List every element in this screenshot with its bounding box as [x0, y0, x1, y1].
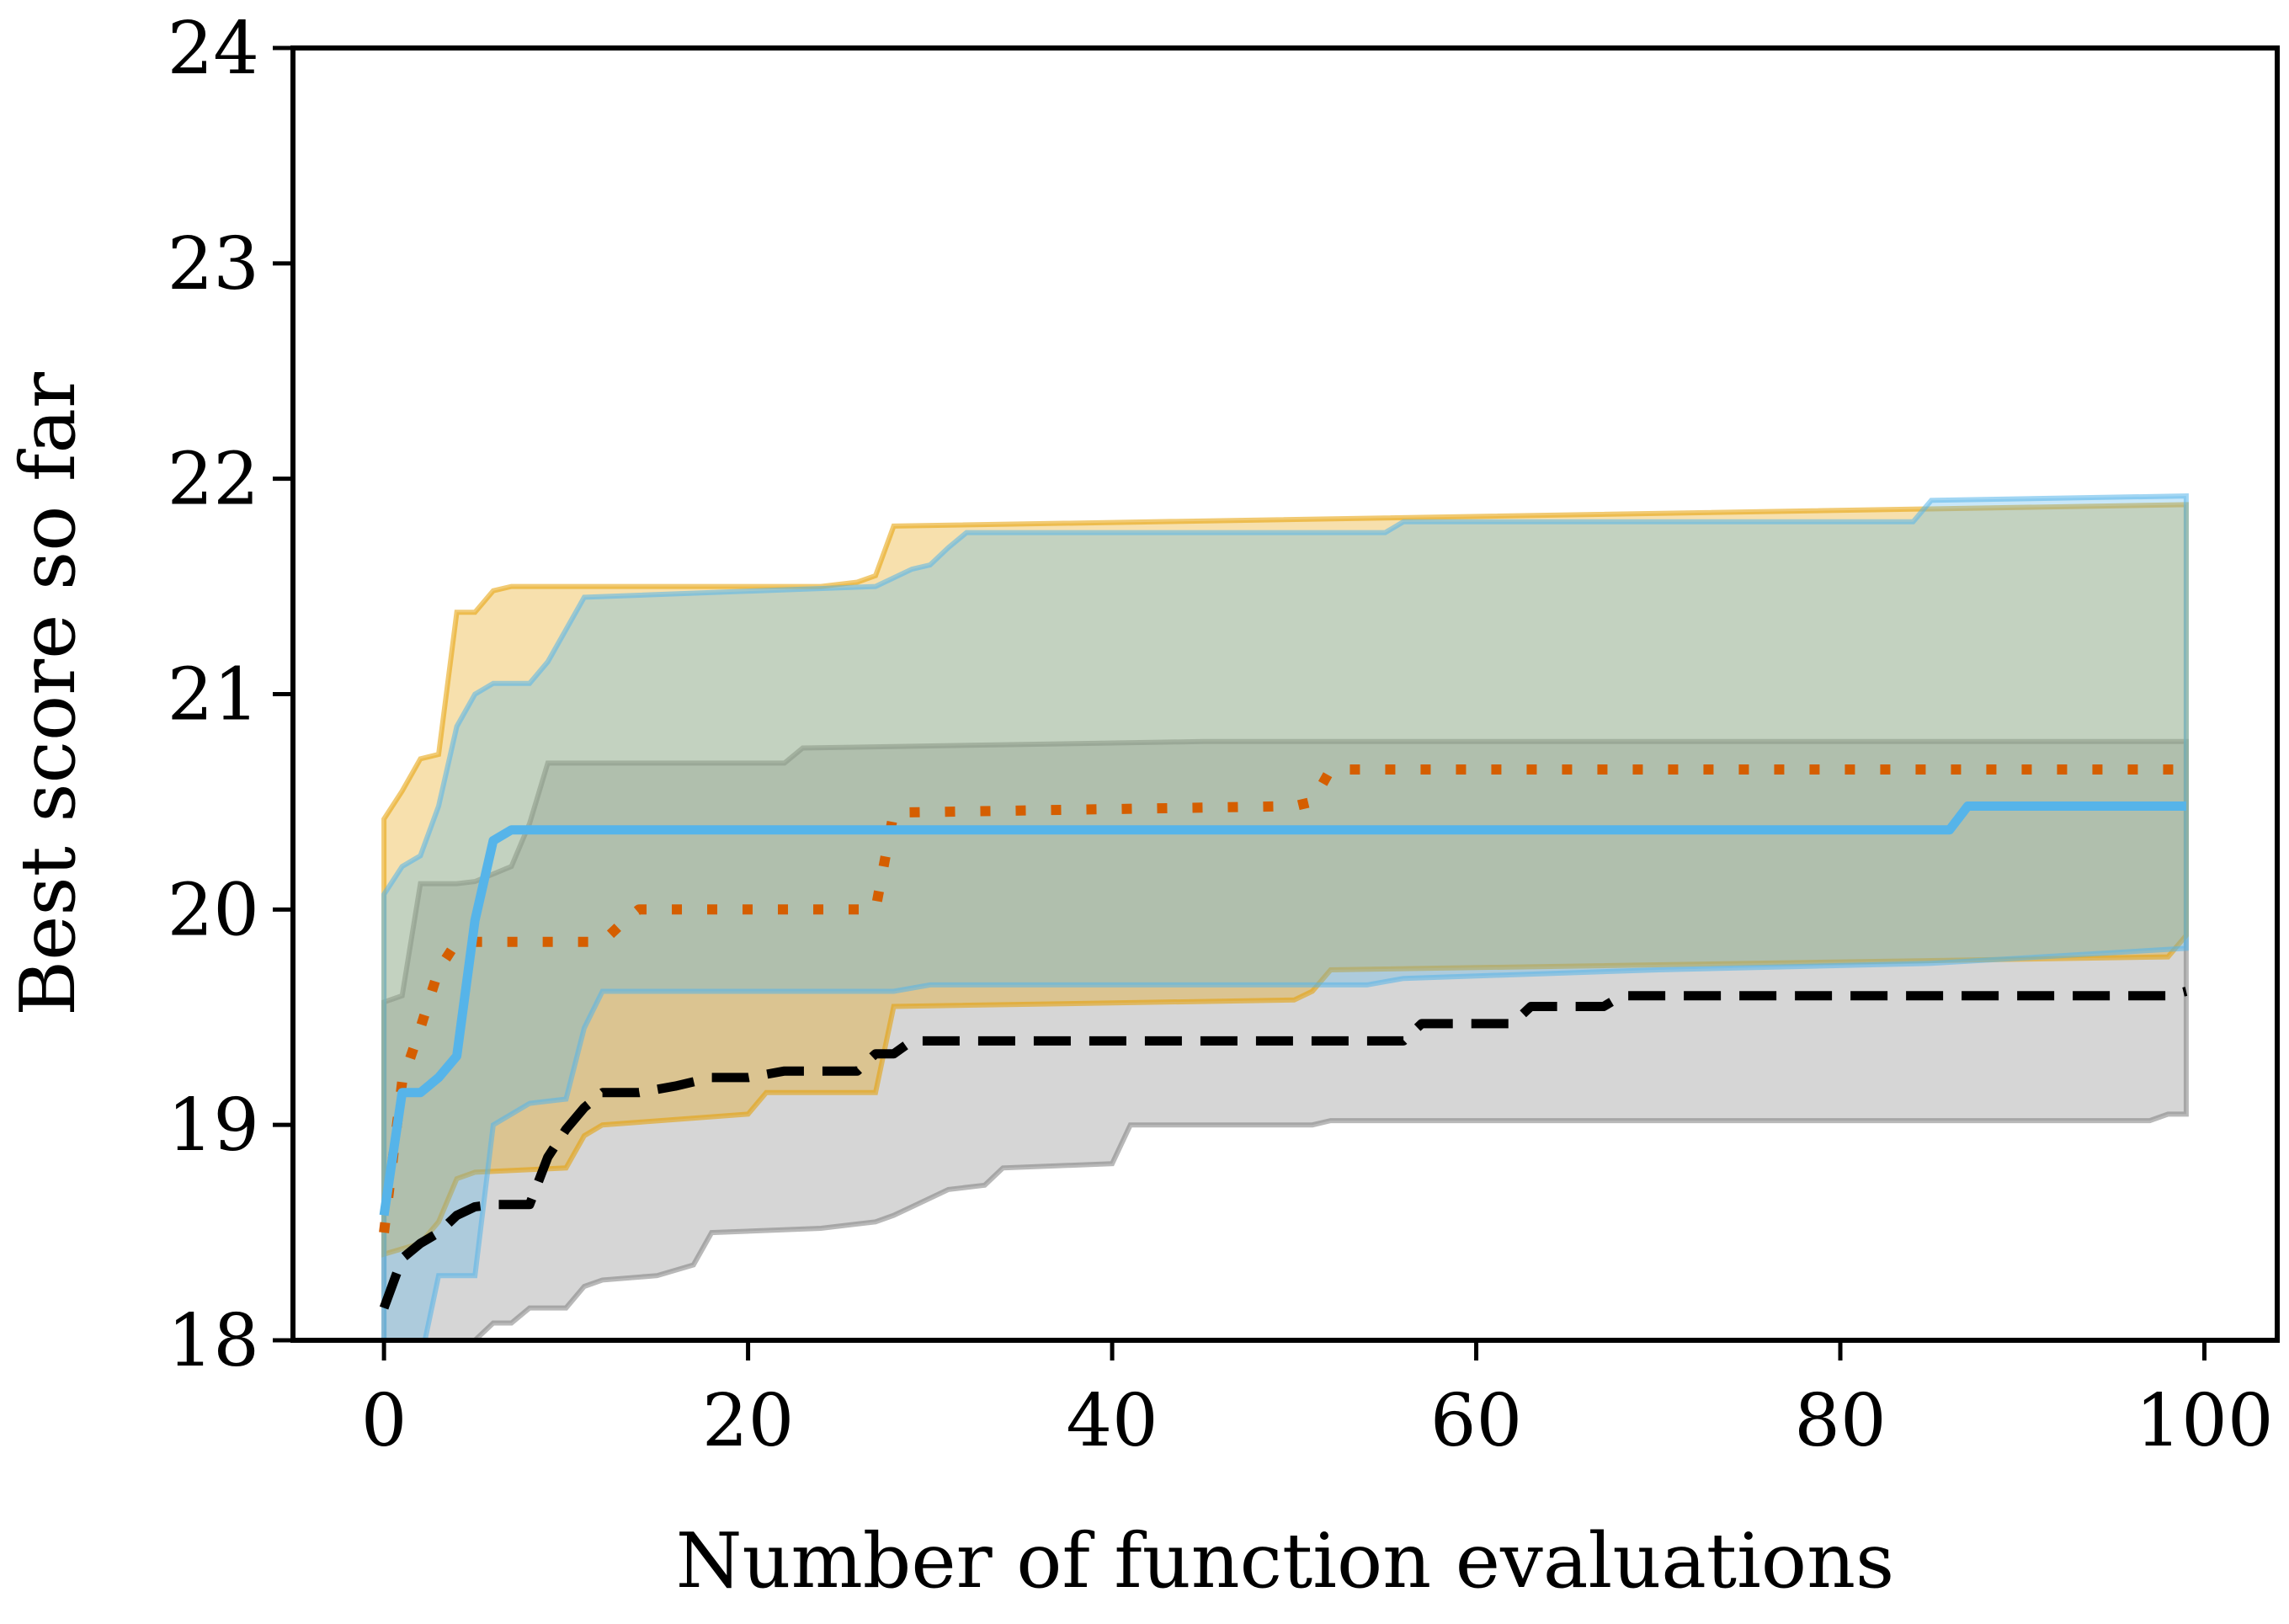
x-axis-ticks: 0 20 40 60 80 100	[361, 1340, 2274, 1463]
confidence-bands	[381, 493, 2189, 1340]
y-axis-label: Best score so far	[4, 371, 93, 1016]
y-tick-label: 18	[168, 1299, 259, 1383]
x-tick-label: 20	[702, 1379, 794, 1463]
series-lines	[379, 764, 2188, 1310]
y-tick-label: 21	[168, 653, 259, 737]
line-series-1	[379, 987, 2188, 1310]
line-series-3	[379, 801, 2186, 1217]
y-tick-label: 19	[168, 1084, 259, 1168]
y-tick-label: 22	[168, 438, 259, 522]
x-tick-label: 80	[1794, 1379, 1886, 1463]
band-series-3	[381, 493, 2189, 1340]
x-tick-label: 100	[2135, 1379, 2273, 1463]
x-tick-label: 0	[361, 1379, 407, 1463]
x-tick-label: 60	[1430, 1379, 1522, 1463]
line-series-2	[379, 764, 2186, 1233]
y-axis-ticks: 18 19 20 21 22 23 24	[168, 7, 293, 1383]
y-tick-label: 20	[168, 868, 259, 952]
y-tick-label: 24	[168, 7, 259, 91]
y-tick-label: 23	[168, 222, 259, 306]
x-tick-label: 40	[1066, 1379, 1158, 1463]
x-axis-label: Number of function evaluations	[676, 1517, 1894, 1605]
